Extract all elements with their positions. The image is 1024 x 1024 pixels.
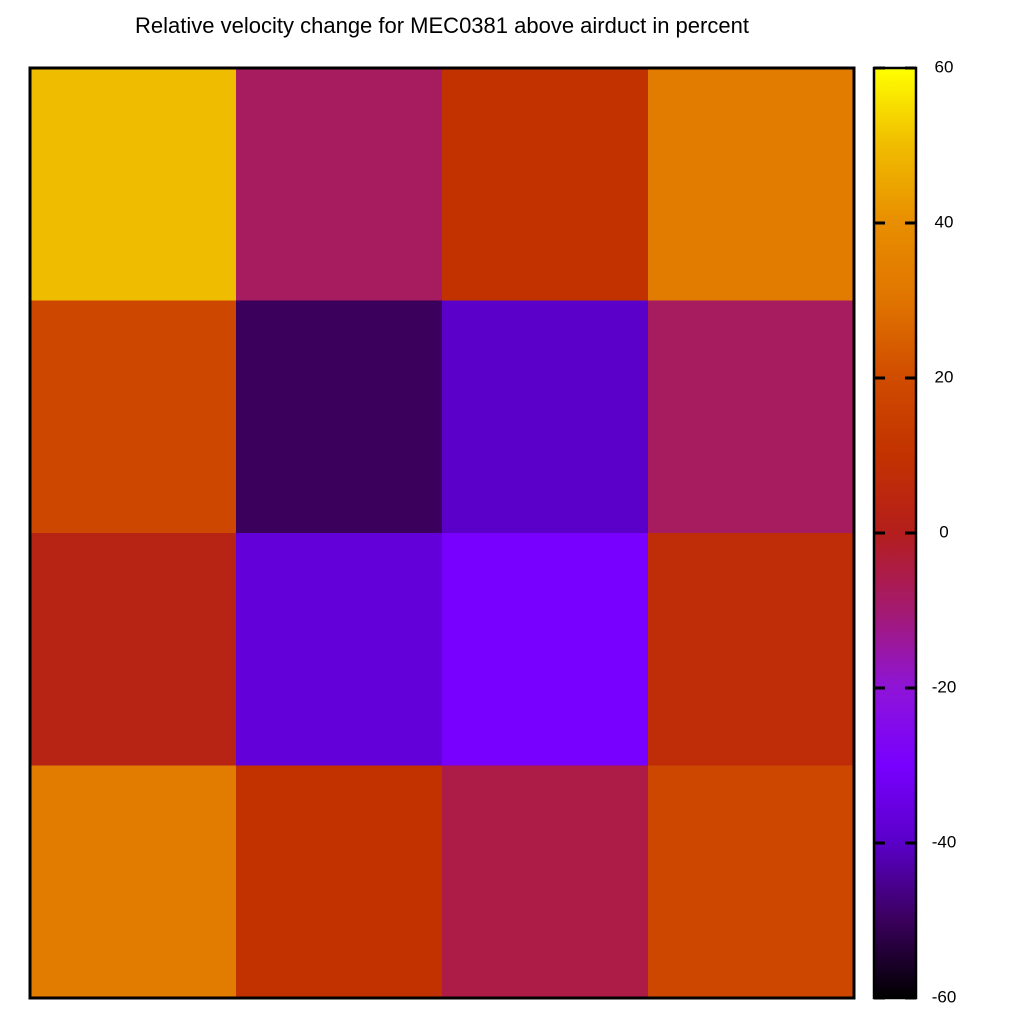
colorbar-tick-label: -60 bbox=[932, 987, 957, 1006]
plot-frame bbox=[28, 66, 856, 1000]
heatmap-cell bbox=[648, 533, 855, 766]
colorbar-tick-label: 40 bbox=[935, 212, 954, 231]
heatmap-cell bbox=[30, 300, 237, 534]
colorbar-tick-label: 20 bbox=[935, 367, 954, 386]
colorbar-tick-label: -20 bbox=[932, 677, 957, 696]
heatmap-cell bbox=[442, 68, 649, 301]
colorbar-tick-label: 0 bbox=[939, 522, 948, 541]
colorbar-tick-label: 60 bbox=[935, 57, 954, 76]
heatmap-cell bbox=[236, 300, 443, 534]
heatmap-cell bbox=[442, 300, 649, 534]
heatmap-cell bbox=[648, 300, 855, 534]
heatmap-cell bbox=[648, 68, 855, 301]
heatmap-cell bbox=[30, 765, 237, 999]
heatmap-cell bbox=[236, 765, 443, 999]
heatmap-cell bbox=[442, 533, 649, 766]
heatmap-cell bbox=[236, 533, 443, 766]
heatmap-cell bbox=[30, 68, 237, 301]
heatmap-cell bbox=[442, 765, 649, 999]
chart-title: Relative velocity change for MEC0381 abo… bbox=[135, 13, 749, 38]
colorbar-tick-label: -40 bbox=[932, 832, 957, 851]
heatmap-cell bbox=[236, 68, 443, 301]
heatmap-cell bbox=[30, 533, 237, 766]
heatmap-cell bbox=[648, 765, 855, 999]
